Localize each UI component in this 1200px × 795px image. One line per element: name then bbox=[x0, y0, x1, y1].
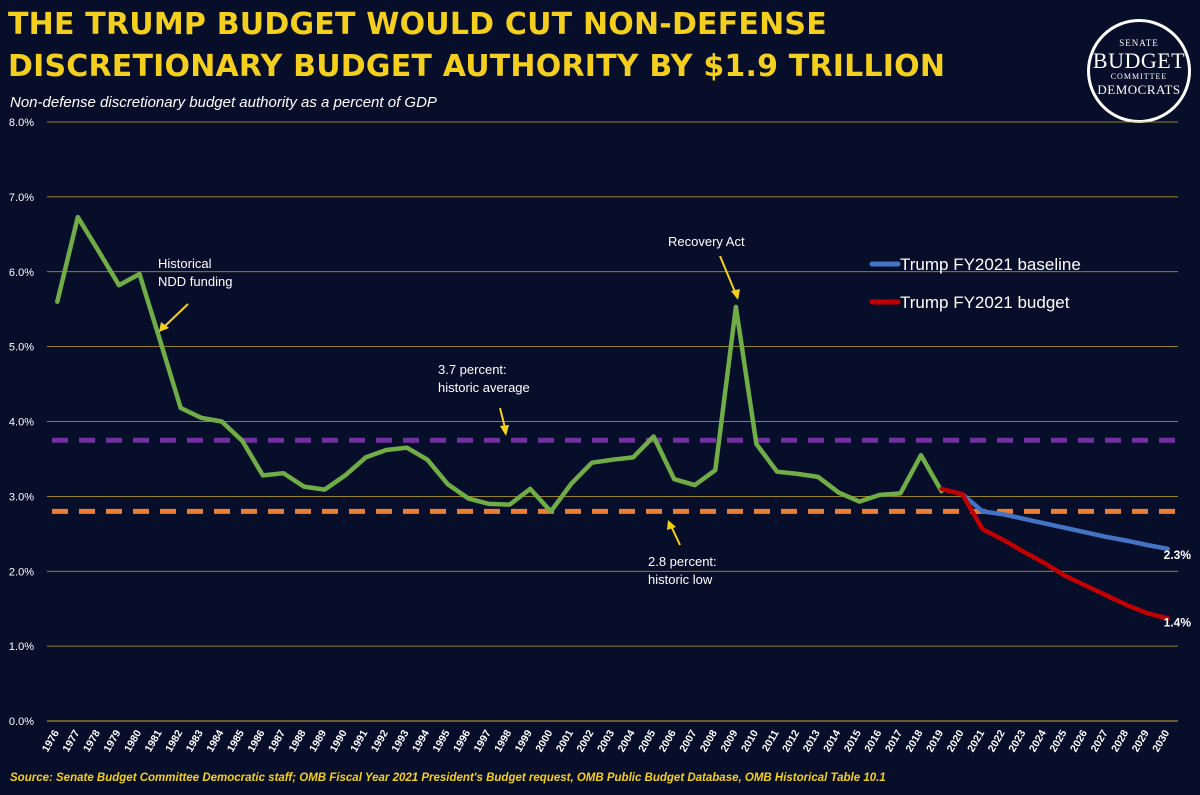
annotation-text: Recovery Act bbox=[668, 234, 745, 249]
legend-label: Trump FY2021 budget bbox=[900, 293, 1070, 312]
x-tick-label: 1988 bbox=[287, 728, 309, 754]
annotation-text: historic average bbox=[438, 380, 530, 395]
x-tick-label: 2006 bbox=[657, 728, 679, 754]
x-tick-label: 1985 bbox=[225, 728, 247, 754]
x-tick-label: 1989 bbox=[307, 728, 329, 754]
y-tick-label: 3.0% bbox=[9, 491, 34, 503]
x-tick-label: 2003 bbox=[595, 728, 617, 754]
x-tick-label: 2010 bbox=[739, 728, 761, 754]
legend-label: Trump FY2021 baseline bbox=[900, 255, 1081, 274]
x-tick-label: 2014 bbox=[821, 728, 843, 754]
end-label-baseline: 2.3% bbox=[1164, 548, 1192, 562]
x-tick-label: 2024 bbox=[1027, 728, 1049, 754]
x-tick-label: 2012 bbox=[780, 728, 802, 754]
logo-democrats: DEMOCRATS bbox=[1097, 82, 1181, 97]
annotation-arrowhead bbox=[731, 289, 740, 300]
x-tick-label: 2007 bbox=[677, 728, 699, 754]
x-tick-label: 1976 bbox=[40, 728, 62, 754]
x-tick-label: 2026 bbox=[1068, 728, 1090, 754]
annotation-arrow bbox=[164, 303, 189, 327]
x-tick-label: 1986 bbox=[245, 728, 267, 754]
x-tick-label: 2029 bbox=[1130, 728, 1152, 754]
chart-title: THE TRUMP BUDGET WOULD CUT NON-DEFENSE D… bbox=[8, 4, 1078, 88]
x-tick-label: 1998 bbox=[492, 728, 514, 754]
y-tick-label: 7.0% bbox=[9, 192, 34, 204]
x-tick-label: 2021 bbox=[965, 728, 987, 754]
x-tick-label: 1984 bbox=[204, 728, 226, 754]
annotation-arrowhead bbox=[500, 425, 509, 436]
annotation-arrow bbox=[499, 407, 506, 429]
x-tick-label: 2019 bbox=[924, 728, 946, 754]
senate-budget-democrats-logo: SENATE BUDGET COMMITTEE DEMOCRATS bbox=[1087, 19, 1191, 123]
y-tick-label: 6.0% bbox=[9, 267, 34, 279]
logo-senate: SENATE bbox=[1119, 38, 1159, 48]
x-tick-label: 2016 bbox=[862, 728, 884, 754]
annotation-text: NDD funding bbox=[158, 274, 232, 289]
x-tick-label: 1979 bbox=[101, 728, 123, 754]
annotation-text: historic low bbox=[648, 572, 713, 587]
x-tick-label: 1994 bbox=[410, 728, 432, 754]
annotation-text: Historical bbox=[158, 256, 212, 271]
series-line bbox=[939, 486, 1170, 621]
annotation-arrowhead bbox=[159, 322, 169, 332]
annotation-arrow bbox=[671, 527, 681, 546]
x-tick-label: 2000 bbox=[533, 728, 555, 754]
x-tick-label: 1991 bbox=[348, 728, 370, 754]
x-tick-label: 2011 bbox=[760, 728, 782, 754]
x-tick-label: 1983 bbox=[184, 728, 206, 754]
source-note: Source: Senate Budget Committee Democrat… bbox=[10, 772, 886, 784]
x-tick-label: 2015 bbox=[842, 728, 864, 754]
x-tick-label: 1995 bbox=[431, 728, 453, 754]
x-tick-label: 2030 bbox=[1150, 728, 1172, 754]
x-tick-label: 1982 bbox=[163, 728, 185, 754]
x-tick-label: 2025 bbox=[1047, 728, 1069, 754]
x-tick-label: 2005 bbox=[636, 728, 658, 754]
end-label-budget: 1.4% bbox=[1164, 615, 1192, 629]
x-tick-label: 1981 bbox=[143, 728, 165, 754]
x-tick-label: 2002 bbox=[574, 728, 596, 754]
x-tick-label: 1993 bbox=[389, 728, 411, 754]
logo-budget: BUDGET bbox=[1092, 48, 1186, 73]
x-tick-label: 2022 bbox=[986, 728, 1008, 754]
x-tick-label: 2004 bbox=[616, 728, 638, 754]
annotation-arrow bbox=[719, 255, 736, 293]
y-tick-label: 2.0% bbox=[9, 566, 34, 578]
x-tick-label: 1987 bbox=[266, 728, 288, 754]
x-tick-label: 2013 bbox=[801, 728, 823, 754]
title-line-1: THE TRUMP BUDGET WOULD CUT NON-DEFENSE bbox=[8, 7, 827, 42]
x-tick-label: 1980 bbox=[122, 728, 144, 754]
annotation-text: 3.7 percent: bbox=[438, 362, 507, 377]
chart-subtitle: Non-defense discretionary budget authori… bbox=[10, 94, 437, 111]
x-tick-label: 2020 bbox=[945, 728, 967, 754]
x-tick-label: 1990 bbox=[328, 728, 350, 754]
series-line bbox=[55, 214, 944, 514]
y-tick-label: 4.0% bbox=[9, 417, 34, 429]
x-tick-label: 2023 bbox=[1006, 728, 1028, 754]
x-tick-label: 1978 bbox=[81, 728, 103, 754]
logo-committee: COMMITTEE bbox=[1110, 72, 1168, 81]
x-tick-label: 2009 bbox=[718, 728, 740, 754]
x-tick-label: 2001 bbox=[554, 728, 576, 754]
title-line-2: DISCRETIONARY BUDGET AUTHORITY BY $1.9 T… bbox=[8, 49, 946, 84]
series-line bbox=[959, 491, 1170, 552]
x-tick-label: 2028 bbox=[1109, 728, 1131, 754]
y-tick-label: 5.0% bbox=[9, 342, 34, 354]
x-tick-label: 2008 bbox=[698, 728, 720, 754]
x-tick-label: 1999 bbox=[513, 728, 535, 754]
x-tick-label: 2018 bbox=[903, 728, 925, 754]
x-tick-label: 1977 bbox=[60, 728, 82, 754]
x-tick-label: 2017 bbox=[883, 728, 905, 754]
y-tick-label: 0.0% bbox=[9, 716, 34, 728]
x-tick-label: 1992 bbox=[369, 728, 391, 754]
x-tick-label: 2027 bbox=[1089, 728, 1111, 754]
y-tick-label: 1.0% bbox=[9, 641, 34, 653]
x-tick-label: 1996 bbox=[451, 728, 473, 754]
y-tick-label: 8.0% bbox=[9, 117, 34, 129]
annotation-arrowhead bbox=[667, 520, 676, 530]
annotation-text: 2.8 percent: bbox=[648, 554, 717, 569]
x-tick-label: 1997 bbox=[472, 728, 494, 754]
